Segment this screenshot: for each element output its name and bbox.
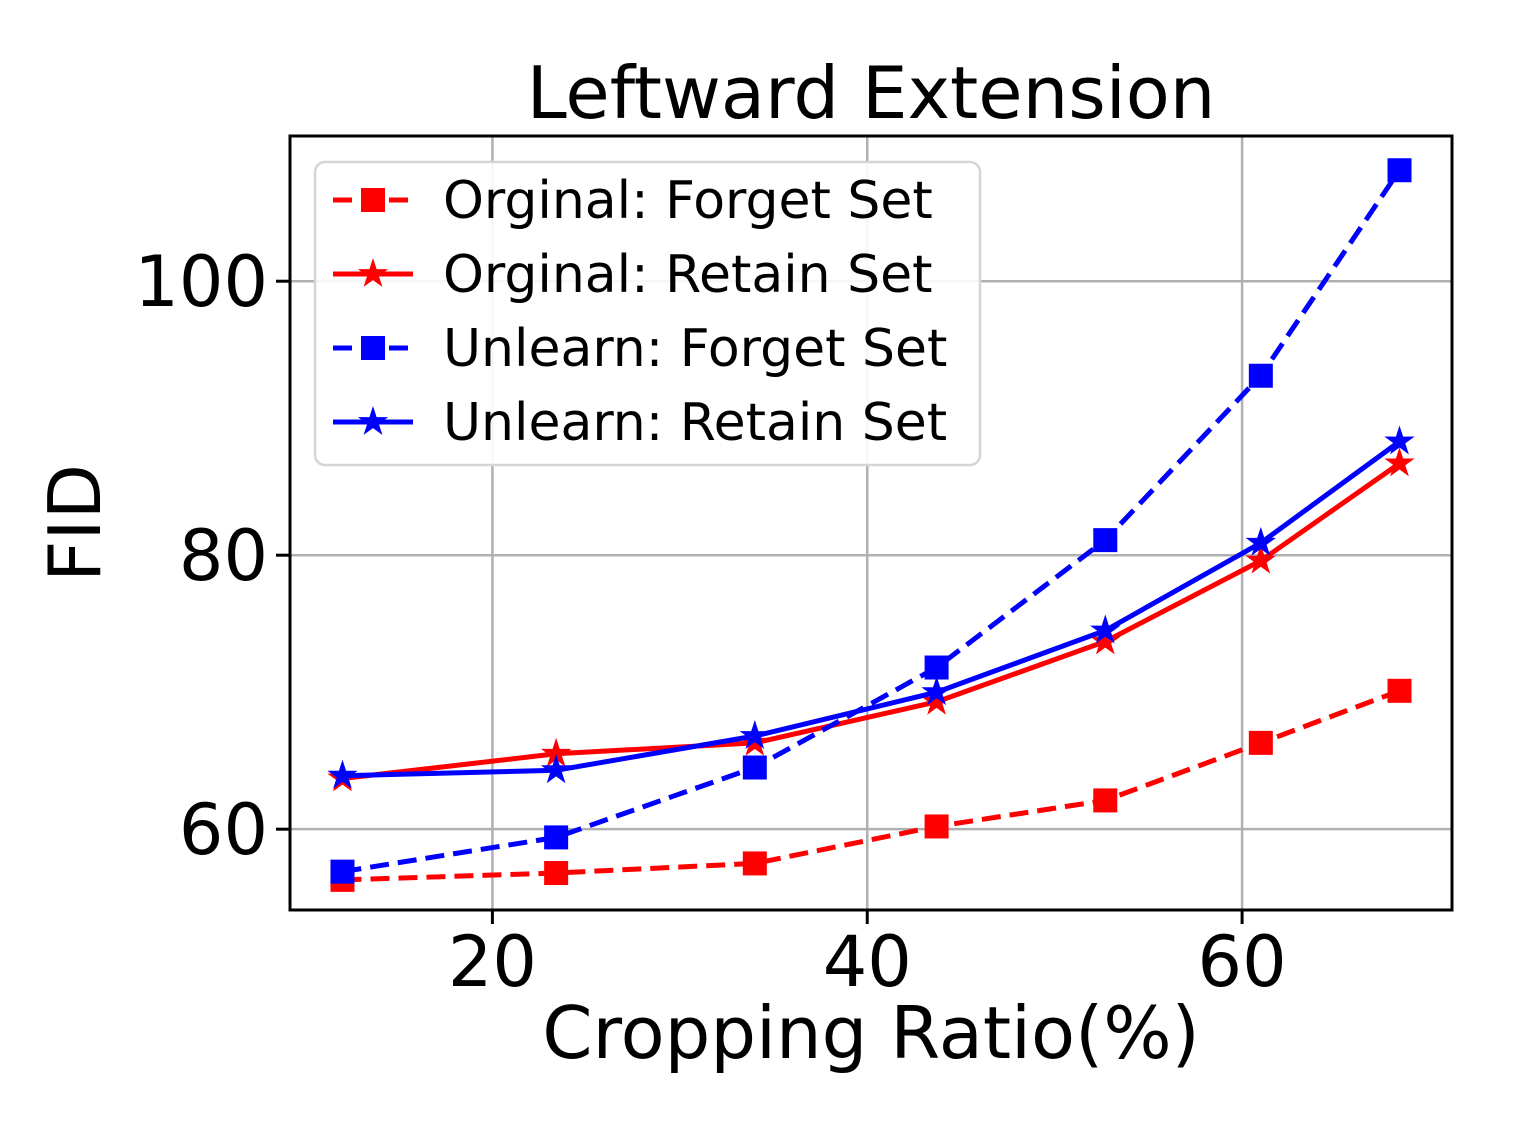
marker-star [540, 754, 572, 784]
legend-label: Orginal: Forget Set [443, 171, 933, 231]
y-tick-label: 80 [179, 515, 268, 597]
series-unlearn-retain-set [327, 425, 1415, 789]
y-axis-label: FID [33, 464, 117, 582]
axes-layer: 20 40 60 60 80 100 [134, 134, 1454, 1003]
legend-label: Orginal: Retain Set [443, 245, 933, 305]
legend-box [313, 160, 982, 467]
marker-star [739, 720, 770, 749]
chart-title: Leftward Extension [527, 51, 1216, 135]
marker-square [361, 188, 385, 212]
series-orginal-forget-set [330, 678, 1412, 892]
marker-star [540, 737, 572, 767]
marker-star [357, 258, 389, 287]
marker-square [1248, 730, 1273, 755]
marker-square [924, 814, 949, 839]
legend-label: Unlearn: Retain Set [443, 393, 947, 453]
series-unlearn-forget-set [330, 158, 1412, 884]
legend-item-unlearn-retain-set: Unlearn: Retain Set [333, 393, 947, 453]
legend-item-unlearn-forget-set: Unlearn: Forget Set [333, 319, 947, 379]
marker-square [1093, 788, 1118, 813]
marker-square [1387, 678, 1412, 703]
series-layer [327, 158, 1415, 892]
marker-star [327, 759, 358, 789]
legend-item-orginal-retain-set: Orginal: Retain Set [333, 245, 933, 305]
marker-star [1384, 447, 1415, 477]
x-tick-label: 60 [1198, 921, 1287, 1003]
marker-star [1090, 625, 1121, 655]
marker-star [357, 406, 389, 435]
marker-square [330, 859, 355, 884]
marker-star [921, 676, 952, 706]
y-tick-label: 60 [179, 789, 268, 871]
marker-square [1387, 158, 1412, 183]
marker-square [1093, 528, 1118, 553]
legend-label: Unlearn: Forget Set [443, 319, 947, 379]
marker-square [1248, 363, 1273, 388]
marker-star [921, 685, 952, 715]
x-axis-label: Cropping Ratio(%) [542, 991, 1199, 1075]
marker-star [1245, 526, 1276, 556]
marker-square [742, 755, 767, 780]
plot-border [288, 134, 1454, 912]
legend-item-orginal-forget-set: Orginal: Forget Set [333, 171, 933, 231]
legend-layer: Orginal: Forget Set Orginal: Retain Set Un… [313, 160, 982, 467]
x-tick-label: 20 [448, 921, 537, 1003]
marker-square [361, 336, 385, 360]
marker-square [544, 825, 569, 850]
marker-square [544, 861, 569, 886]
marker-square [924, 655, 949, 680]
y-tick-label: 100 [134, 241, 268, 323]
marker-star [1384, 425, 1415, 455]
marker-star [1245, 544, 1276, 574]
marker-star [1090, 614, 1121, 644]
x-tick-label: 40 [823, 921, 912, 1003]
marker-square [742, 851, 767, 876]
